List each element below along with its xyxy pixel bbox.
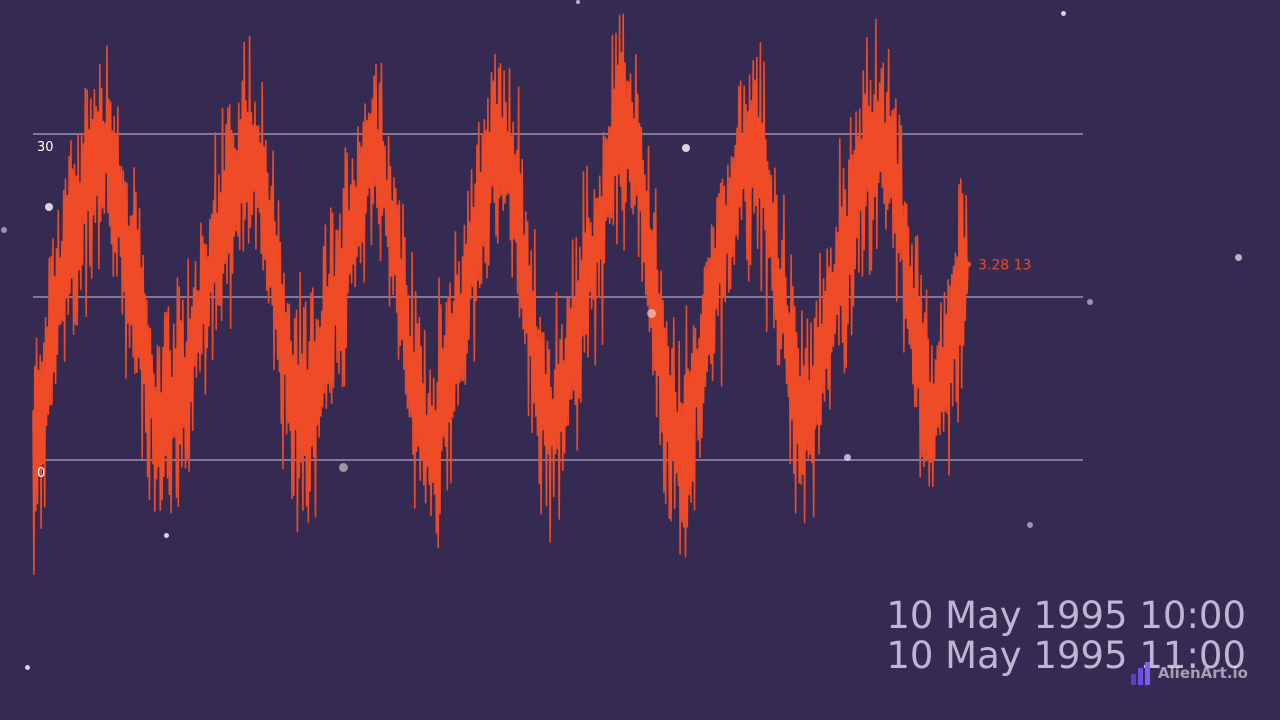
tick-label-layer: 0 30 xyxy=(37,140,54,481)
star-dot xyxy=(338,462,348,472)
star-dot xyxy=(1087,299,1093,305)
star-dot xyxy=(1,227,7,233)
star-dot xyxy=(576,0,580,4)
y-tick-label: 0 xyxy=(37,466,45,481)
star-dot xyxy=(24,664,30,670)
date-line-next: 10 May 1995 11:00 xyxy=(886,634,1246,677)
current-value-label: 3.28 13 xyxy=(978,257,1031,273)
star-dot xyxy=(843,453,851,461)
current-value-layer: 3.28 13 xyxy=(965,257,1031,273)
star-dot xyxy=(1060,10,1066,16)
star-dot xyxy=(1234,253,1242,261)
watermark: AlienArt.io xyxy=(1130,660,1248,686)
star-dot xyxy=(682,144,690,152)
watermark-text: AlienArt.io xyxy=(1157,664,1248,682)
series-layer xyxy=(32,13,969,576)
star-dot xyxy=(1027,522,1033,528)
series-line xyxy=(32,13,969,576)
date-line-current: 10 May 1995 10:00 xyxy=(886,594,1246,637)
bar-chart-logo-icon xyxy=(1130,662,1150,685)
star-dot xyxy=(646,308,656,318)
y-tick-label: 30 xyxy=(37,140,54,155)
date-display: 10 May 1995 10:00 10 May 1995 11:00 xyxy=(886,596,1246,676)
star-dot xyxy=(163,532,169,538)
star-dot xyxy=(45,203,53,211)
current-value-marker xyxy=(965,261,971,268)
